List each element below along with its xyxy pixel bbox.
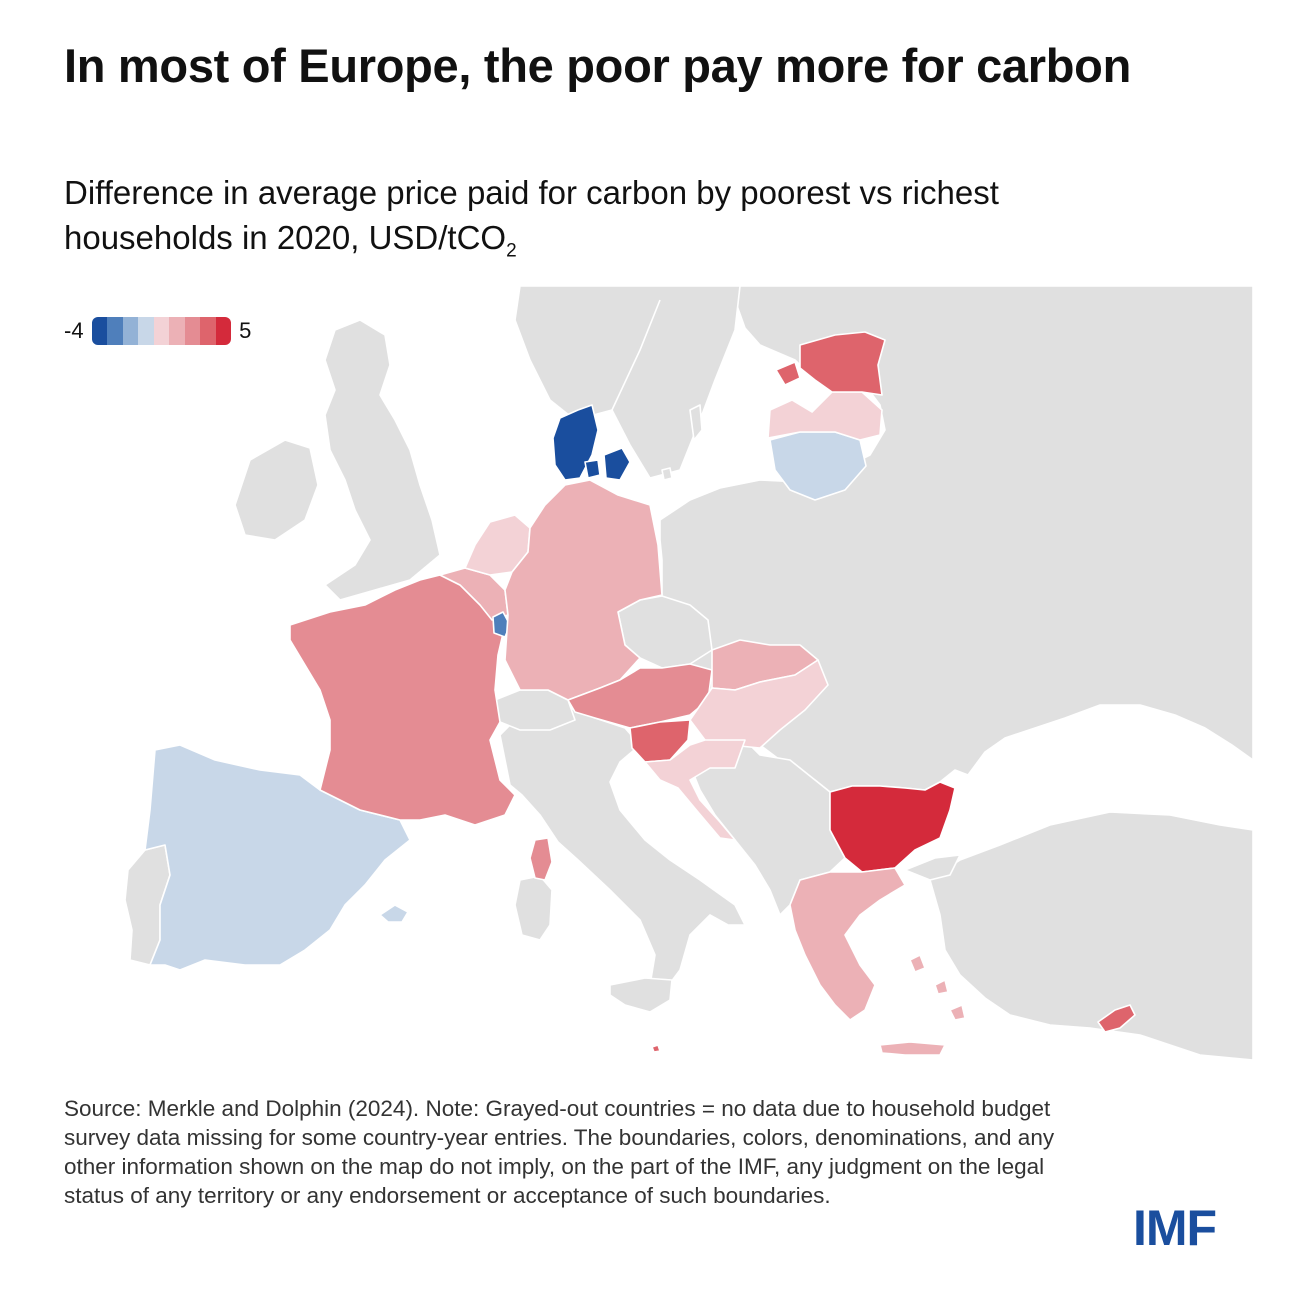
- ireland: [234, 439, 319, 541]
- bulgaria: [829, 781, 956, 873]
- denmark-funen: [584, 459, 601, 479]
- austria: [567, 663, 713, 729]
- chart-subtitle: Difference in average price paid for car…: [64, 170, 1214, 274]
- legend-swatch-9: [215, 317, 232, 345]
- estonia-saaremaa: [775, 361, 801, 386]
- sweden-norway-border: [611, 299, 661, 411]
- scandinavia: [514, 286, 741, 479]
- legend-swatch-5: [153, 317, 170, 345]
- legend-swatch-2: [107, 317, 123, 345]
- great-britain: [324, 319, 441, 601]
- legend-swatch-4: [138, 317, 154, 345]
- legend-swatch-1: [91, 317, 108, 345]
- france: [289, 574, 516, 826]
- data-countries: [144, 331, 1136, 1056]
- subtitle-line-1: Difference in average price paid for car…: [64, 174, 999, 211]
- imf-logo: IMF: [1133, 1200, 1217, 1256]
- croatia: [644, 739, 746, 841]
- turkey-thrace: [904, 854, 961, 881]
- denmark-zealand: [603, 447, 631, 481]
- chart-title: In most of Europe, the poor pay more for…: [64, 39, 1131, 92]
- turkey: [929, 811, 1254, 1061]
- europe-map: [0, 286, 1300, 1061]
- legend-swatch-7: [184, 317, 201, 345]
- subtitle-subscript: 2: [506, 240, 517, 262]
- legend-swatch-8: [200, 317, 216, 345]
- legend-color-bar: [91, 317, 232, 345]
- balearic-islands: [379, 904, 409, 923]
- sicily: [609, 977, 673, 1013]
- crete: [879, 1041, 946, 1056]
- greece: [789, 867, 906, 1021]
- bornholm: [661, 467, 673, 481]
- slovenia: [629, 719, 691, 763]
- corsica: [529, 837, 553, 881]
- estonia: [799, 331, 886, 396]
- legend-max-label: 5: [239, 318, 252, 343]
- greek-islands: [909, 954, 966, 1021]
- germany: [504, 479, 663, 701]
- legend-swatch-6: [169, 317, 185, 345]
- legend-min-label: -4: [64, 318, 84, 343]
- malta: [651, 1044, 661, 1053]
- spain: [144, 744, 411, 971]
- color-legend: -4 5: [64, 316, 251, 346]
- gotland: [689, 404, 703, 441]
- subtitle-line-2: households in 2020, USD/tCO: [64, 219, 507, 256]
- source-note: Source: Merkle and Dolphin (2024). Note:…: [64, 1096, 1055, 1208]
- cyprus: [1097, 1004, 1136, 1033]
- sardinia: [514, 875, 553, 941]
- legend-swatch-3: [122, 317, 139, 345]
- latvia: [767, 391, 883, 441]
